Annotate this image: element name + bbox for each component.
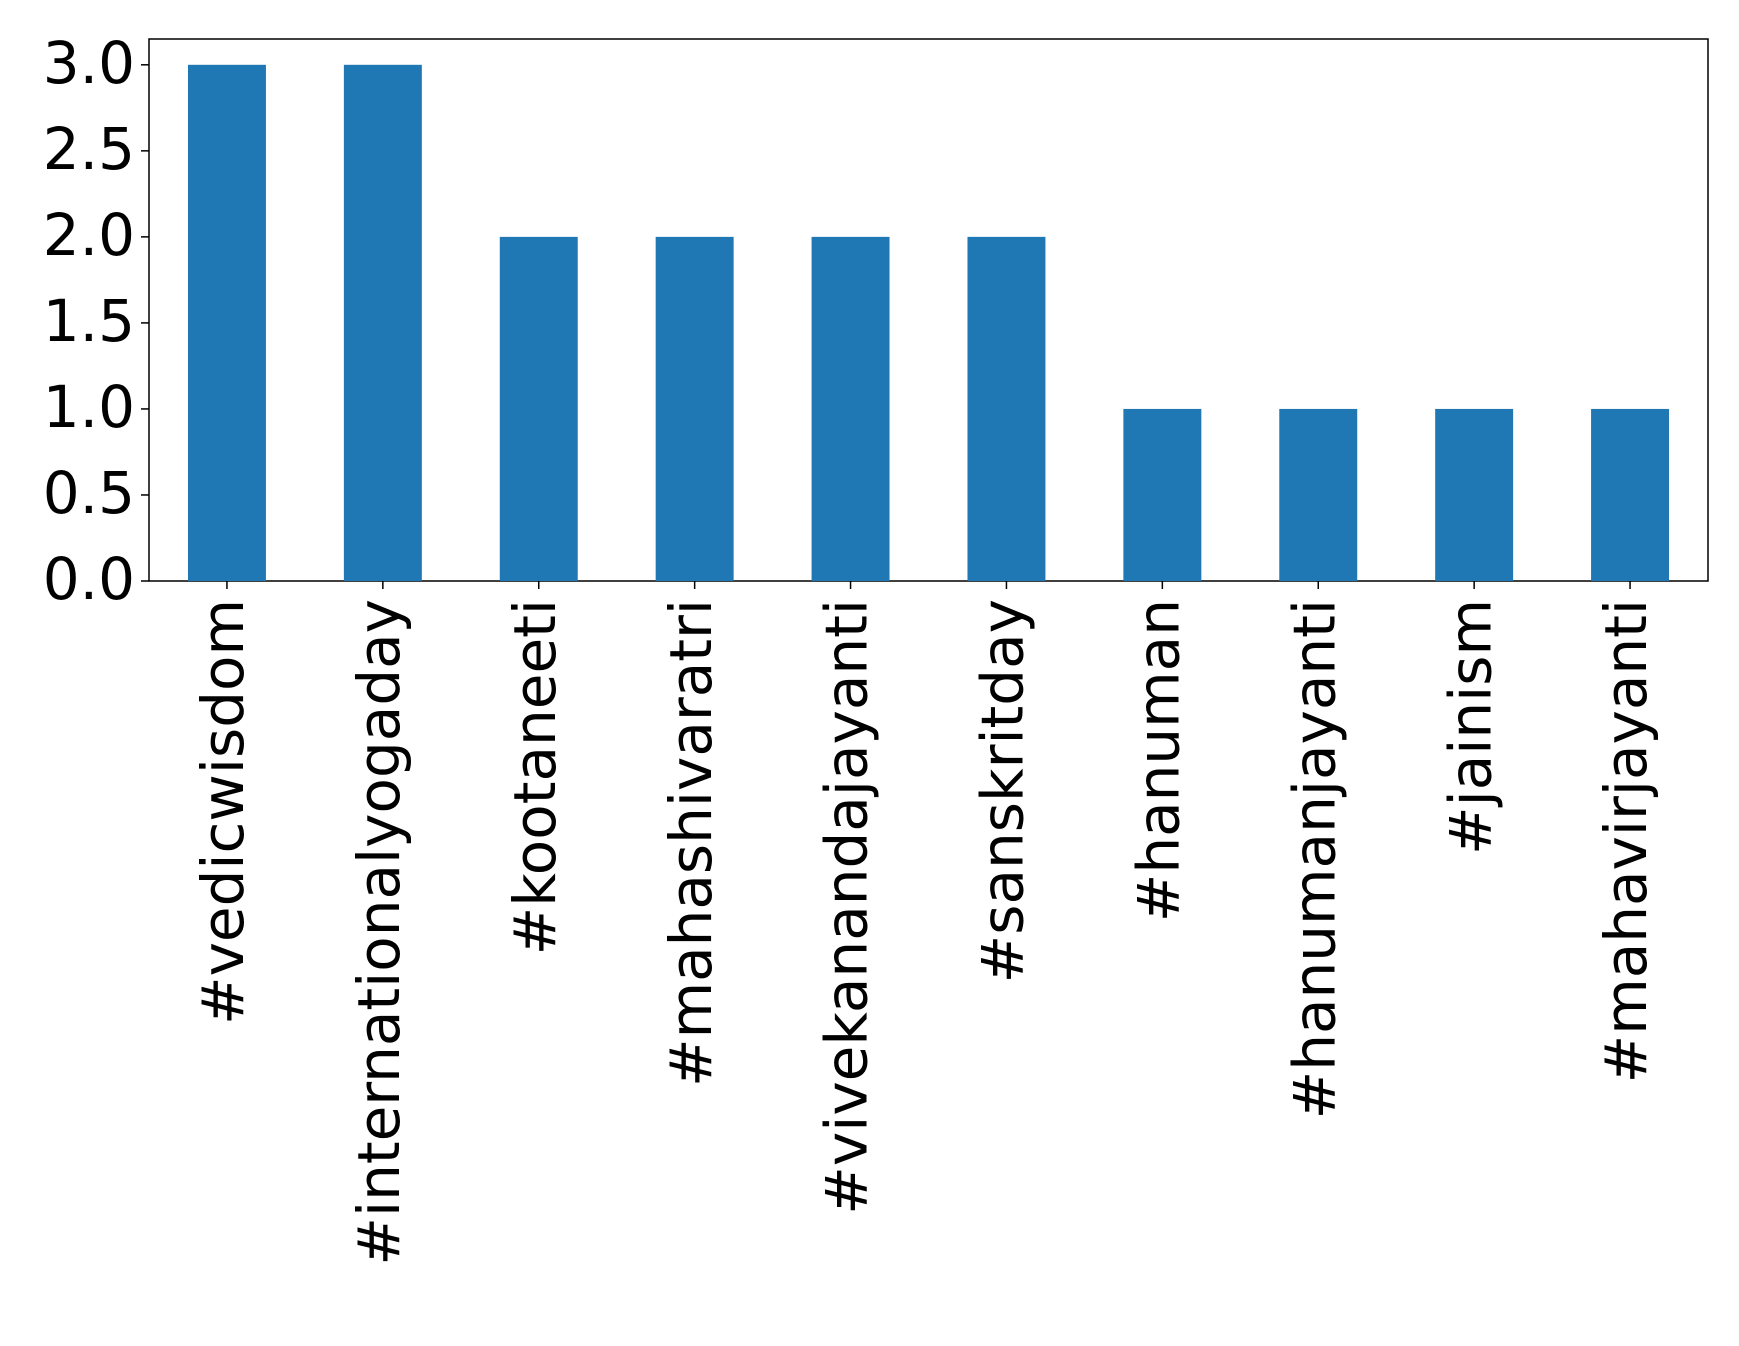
x-tick-label: #hanumanjayanti xyxy=(1280,599,1348,1119)
bar xyxy=(967,236,1046,581)
bar xyxy=(1435,408,1514,581)
x-tick-label: #sanskritday xyxy=(969,599,1037,983)
x-tick-label: #kootaneeti xyxy=(501,599,569,955)
x-tick-label: #hanuman xyxy=(1124,599,1192,922)
bar xyxy=(1591,408,1670,581)
x-tick-label: #mahavirjayanti xyxy=(1592,599,1660,1083)
bar xyxy=(499,236,578,581)
bar xyxy=(655,236,734,581)
y-tick-label: 0.0 xyxy=(43,545,135,613)
x-tick-label: #jainism xyxy=(1436,599,1504,855)
bar xyxy=(187,64,266,582)
y-tick-label: 2.0 xyxy=(43,201,135,269)
bar xyxy=(1279,408,1358,581)
x-tick-label: #mahashivaratri xyxy=(657,599,725,1087)
bar xyxy=(811,236,890,581)
bar xyxy=(1123,408,1202,581)
y-tick-label: 0.5 xyxy=(43,459,135,527)
y-tick-label: 2.5 xyxy=(43,115,135,183)
axes-frame xyxy=(148,38,1709,582)
y-tick-label: 3.0 xyxy=(43,29,135,97)
y-tick-label: 1.0 xyxy=(43,373,135,441)
x-tick-label: #vivekanandajayanti xyxy=(813,599,881,1215)
x-tick-label: #internationalyogaday xyxy=(345,599,413,1266)
y-tick-label: 1.5 xyxy=(43,287,135,355)
bar xyxy=(343,64,422,582)
x-tick-label: #vedicwisdom xyxy=(189,599,257,1025)
